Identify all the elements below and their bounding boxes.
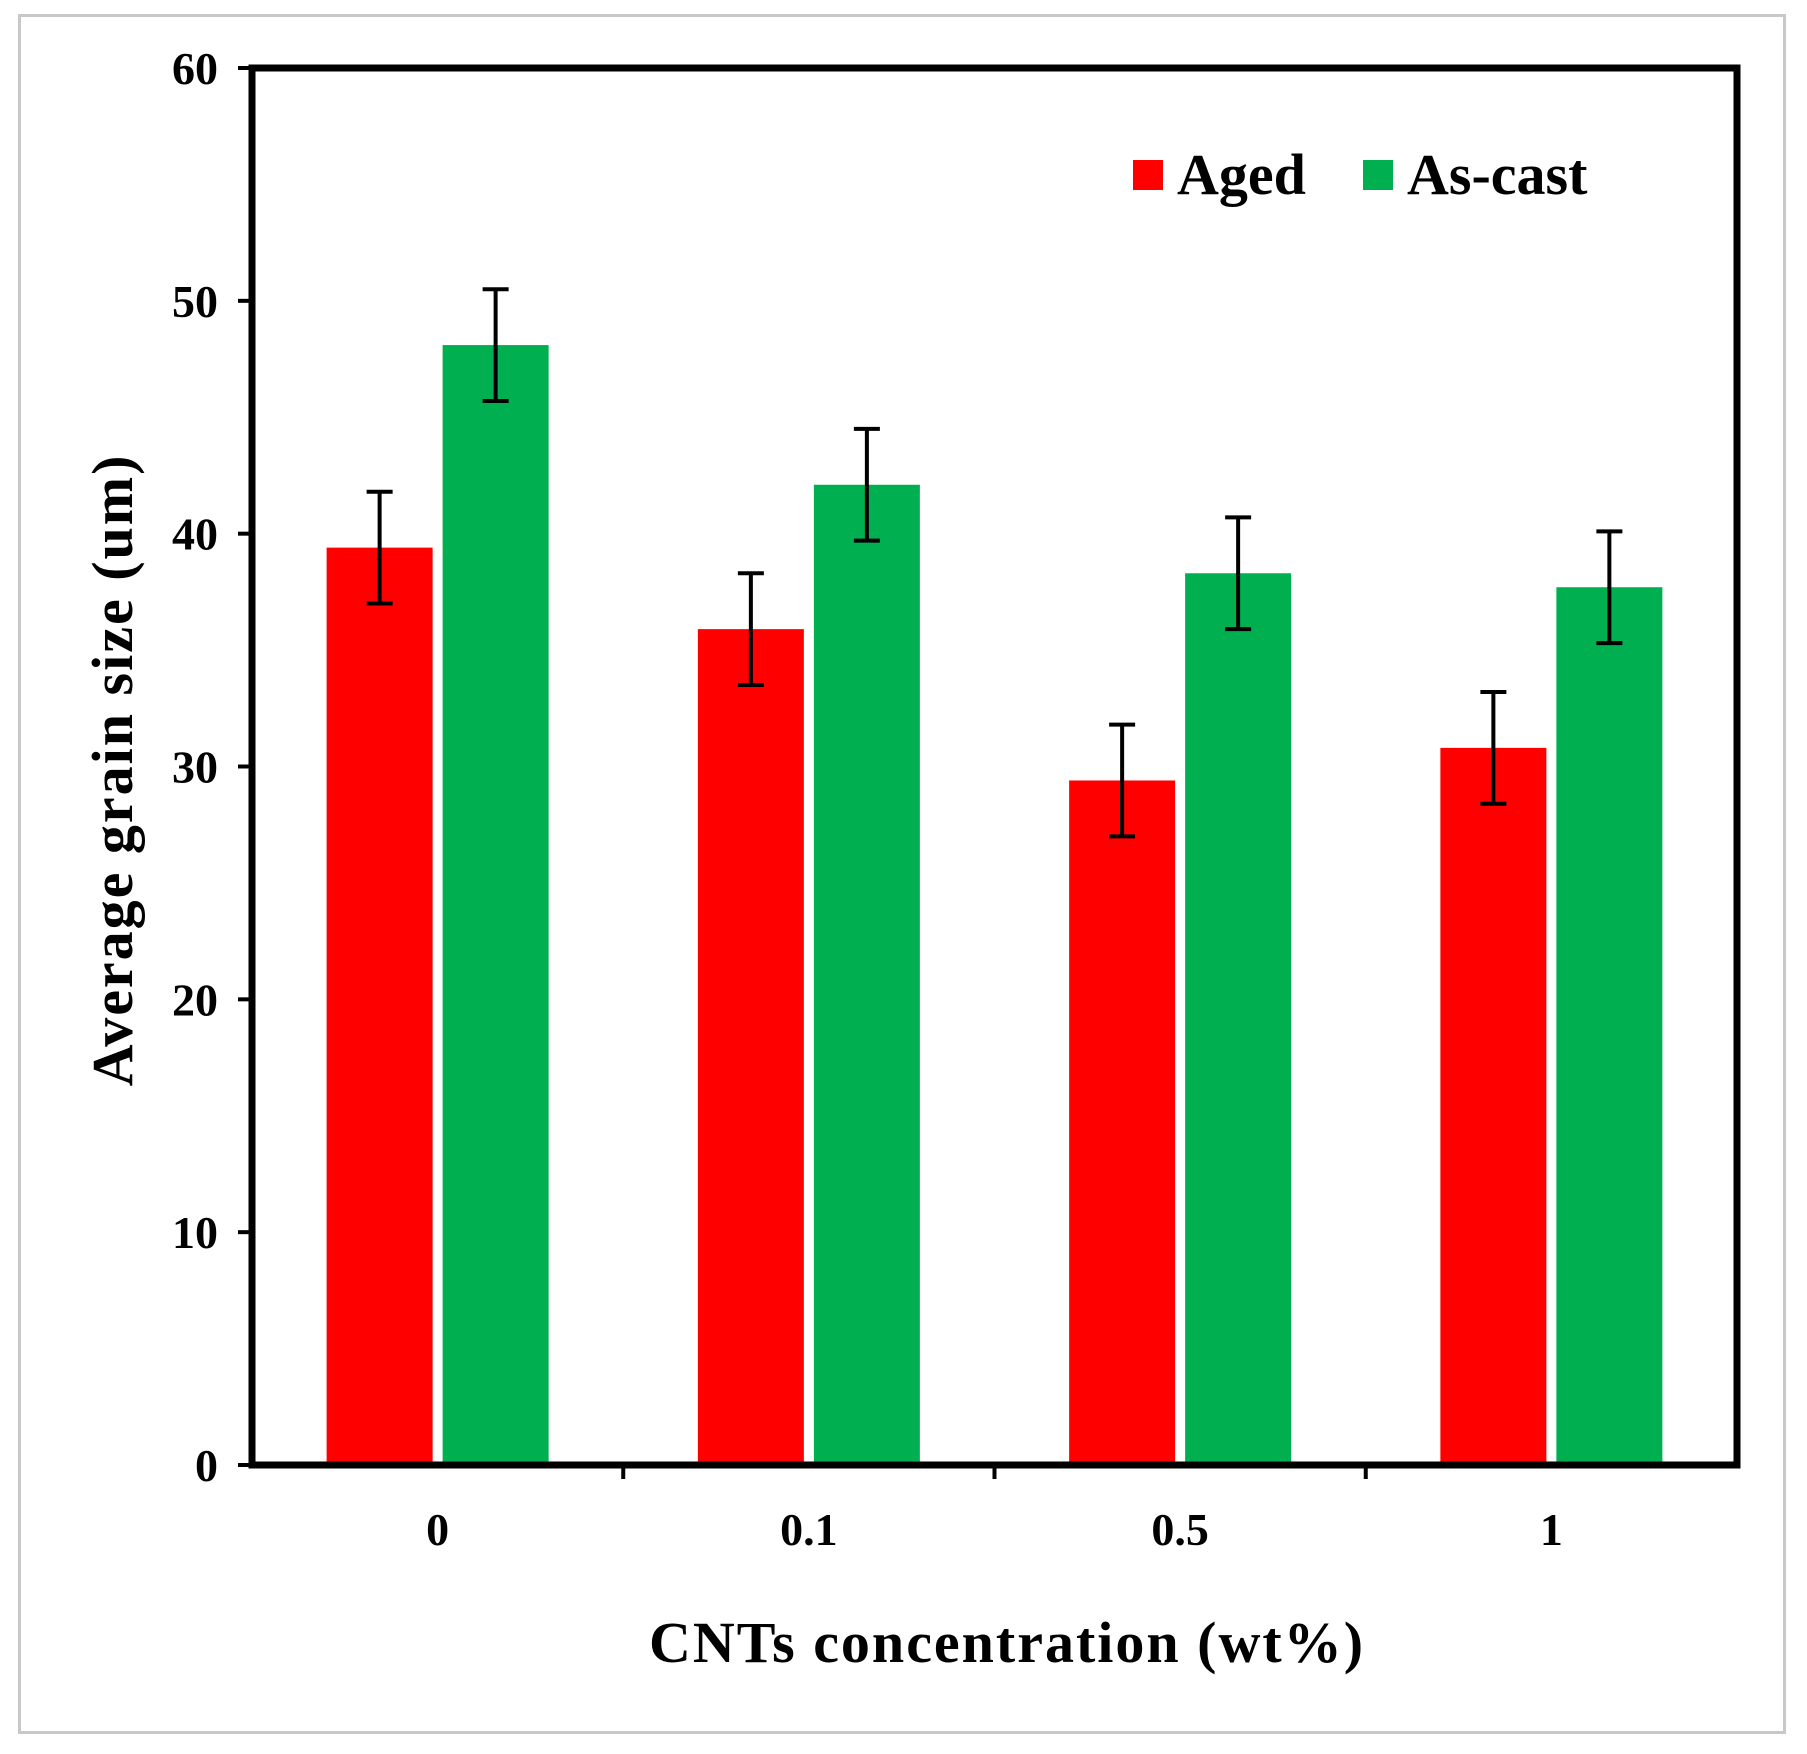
legend-label-aged: Aged: [1177, 142, 1306, 207]
error-bar-aged-1: [1480, 689, 1507, 806]
bar-as-cast-0.5: [1185, 573, 1292, 1465]
y-tick-label: 60: [172, 43, 218, 94]
error-bar-as-cast-0.5: [1225, 515, 1252, 632]
error-bar-aged-0.5: [1109, 722, 1136, 839]
legend-swatch-as-cast: [1363, 160, 1393, 190]
error-bars-layer: [366, 287, 1623, 839]
bar-aged-0: [326, 547, 433, 1465]
y-tick-label: 50: [172, 276, 218, 327]
y-tick-label: 40: [172, 509, 218, 560]
error-bar-aged-0.1: [737, 571, 764, 688]
x-tick-label: 0: [426, 1504, 449, 1555]
error-bar-as-cast-0: [482, 287, 509, 403]
y-tick-label: 30: [172, 742, 218, 793]
y-axis-title: Average grain size (um): [80, 454, 145, 1087]
legend-label-as-cast: As-cast: [1407, 142, 1588, 207]
y-tick-label: 10: [172, 1207, 218, 1258]
bar-as-cast-0.1: [813, 484, 920, 1465]
x-tick-label: 0.1: [780, 1504, 838, 1555]
y-tick-label: 0: [195, 1440, 218, 1491]
legend-swatch-aged: [1133, 160, 1163, 190]
legend: Aged As-cast: [1133, 142, 1588, 207]
y-tick-label: 20: [172, 974, 218, 1025]
bar-as-cast-0: [442, 345, 549, 1465]
bar-aged-0.5: [1069, 780, 1176, 1465]
x-tick-label: 0.5: [1151, 1504, 1209, 1555]
bar-aged-1: [1440, 747, 1547, 1465]
error-bar-aged-0: [366, 489, 393, 606]
x-tick-label: 1: [1540, 1504, 1563, 1555]
ticks-layer: [238, 66, 1368, 1479]
x-axis-title: CNTs concentration (wt%): [649, 1610, 1365, 1675]
bars-layer: [326, 345, 1663, 1465]
error-bar-as-cast-0.1: [853, 426, 880, 543]
error-bar-as-cast-1: [1596, 529, 1623, 646]
bar-aged-0.1: [697, 629, 804, 1465]
bar-as-cast-1: [1556, 587, 1663, 1465]
